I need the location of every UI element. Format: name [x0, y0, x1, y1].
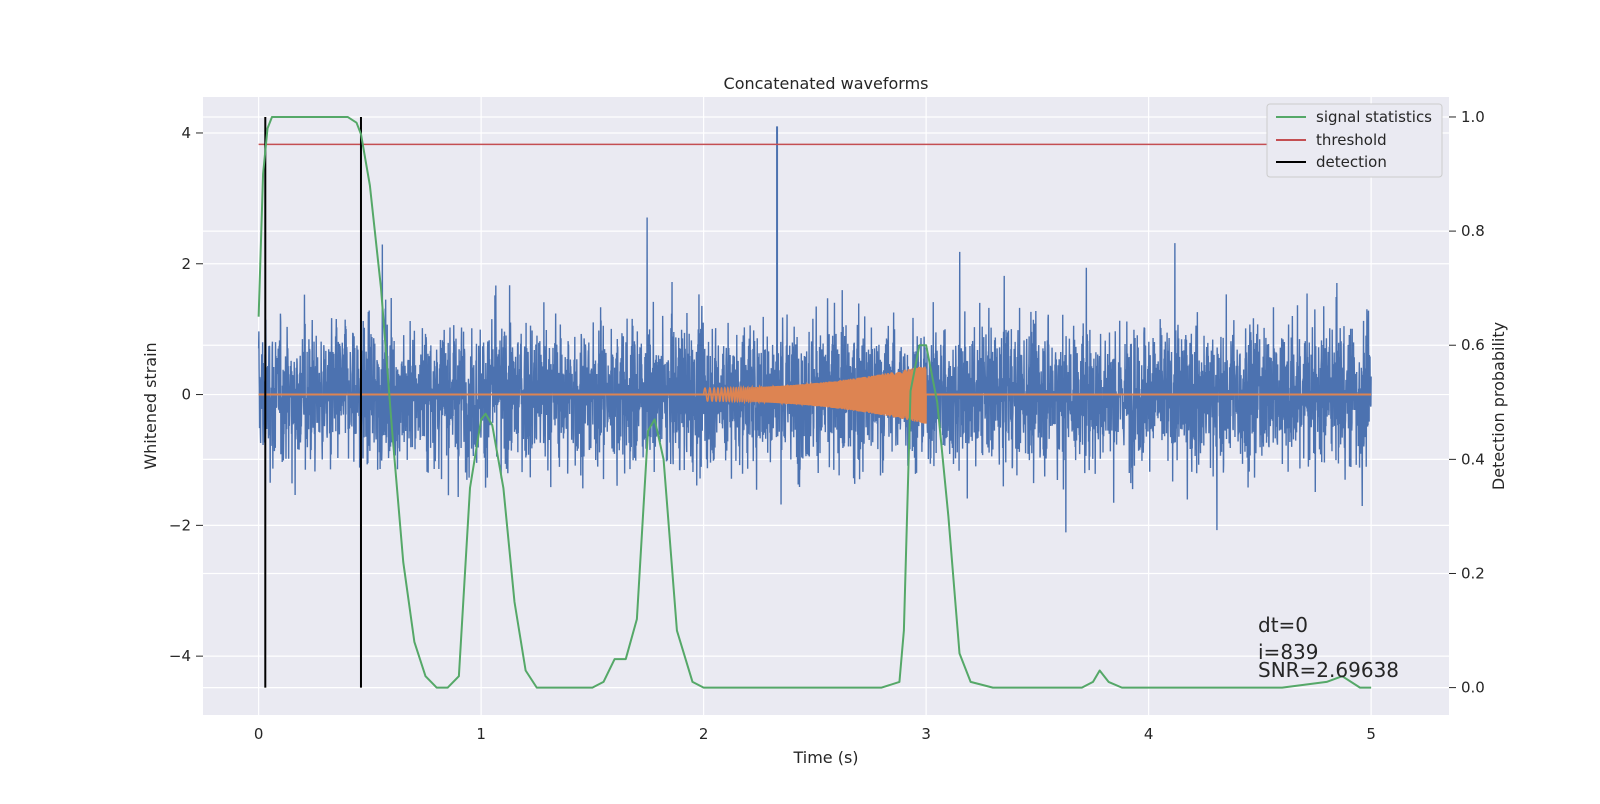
- x-tick-label: 4: [1144, 725, 1154, 743]
- chirp-layer: [258, 366, 1372, 424]
- y-tick-label-left: 0: [181, 386, 191, 404]
- overlay-layer: [257, 115, 1372, 689]
- y-tick-label-right: 0.8: [1461, 222, 1485, 240]
- y-tick-label-right: 0.0: [1461, 679, 1485, 697]
- x-tick-label: 0: [254, 725, 264, 743]
- y-tick-label-left: 2: [181, 255, 191, 273]
- chart-title: Concatenated waveforms: [724, 74, 929, 93]
- y-tick-label-left: 4: [181, 124, 191, 142]
- x-tick-label: 1: [476, 725, 486, 743]
- legend-label-detection: detection: [1316, 153, 1387, 171]
- y-axis-label-left: Whitened strain: [141, 342, 160, 469]
- y-tick-label-right: 0.4: [1461, 450, 1485, 468]
- x-tick-label: 2: [699, 725, 709, 743]
- legend: signal statistics threshold detection: [1266, 103, 1443, 178]
- legend-label-threshold: threshold: [1316, 131, 1387, 149]
- y-tick-label-left: −2: [169, 516, 191, 534]
- signal-statistics-line: [257, 115, 1372, 689]
- y-axis-label-right: Detection probability: [1489, 322, 1508, 490]
- tick-layer: 0 1 2 3 4 5 −4 −2 0 2 4 0.0 0.2 0.4 0.6 0.8 1.0: [169, 108, 1485, 743]
- legend-box: [1266, 103, 1443, 178]
- x-tick-label: 3: [921, 725, 931, 743]
- y-tick-label-left: −4: [169, 647, 191, 665]
- template-chirp: [702, 366, 927, 424]
- y-tick-label-right: 0.2: [1461, 564, 1485, 582]
- y-tick-label-right: 0.6: [1461, 336, 1485, 354]
- x-tick-label: 5: [1366, 725, 1376, 743]
- annotation-index: i=839: [1258, 640, 1319, 664]
- annotation-dt: dt=0: [1258, 613, 1308, 637]
- y-tick-label-right: 1.0: [1461, 108, 1485, 126]
- x-axis-label: Time (s): [792, 748, 858, 767]
- annotation-snr: SNR=2.69638: [1258, 658, 1399, 682]
- legend-label-signal-statistics: signal statistics: [1316, 108, 1432, 126]
